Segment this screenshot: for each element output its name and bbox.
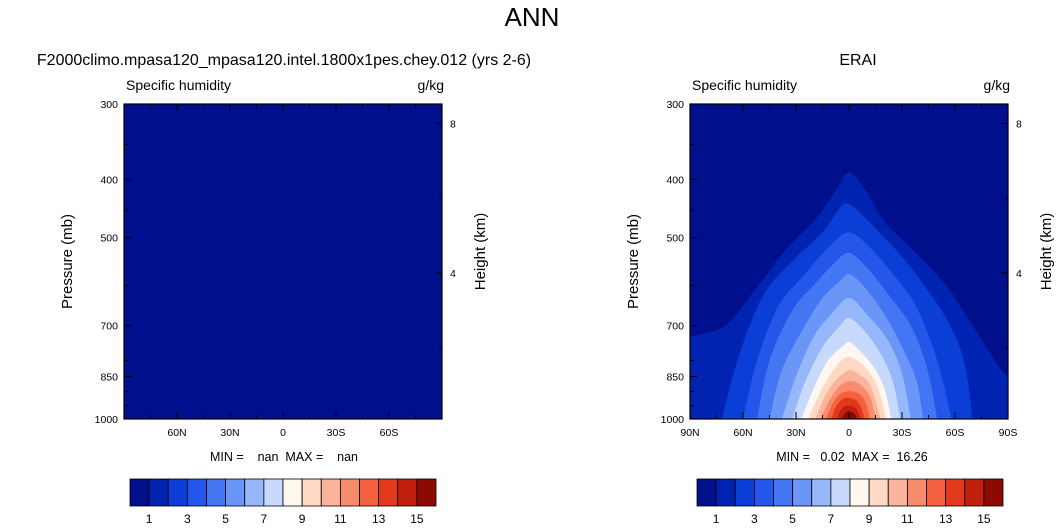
x-tick-label: 60S — [946, 427, 965, 439]
colorbar-box — [887, 478, 908, 507]
y-tick-label: 400 — [666, 174, 684, 186]
colorbar-box — [830, 478, 851, 507]
colorbar-box — [282, 478, 303, 507]
y-tick-label: 700 — [666, 321, 684, 333]
colorbar-box — [263, 478, 284, 507]
colorbar-label: 3 — [184, 512, 191, 526]
x-tick-label: 90S — [999, 427, 1018, 439]
x-tick-label: 30N — [220, 427, 239, 439]
y2-tick-label: 8 — [1016, 118, 1022, 130]
colorbar-label: 7 — [261, 512, 268, 526]
colorbar-label: 1 — [146, 512, 153, 526]
y-tick-label: 500 — [666, 233, 684, 245]
panel-title: ERAI — [839, 52, 876, 69]
y-tick-label: 700 — [100, 321, 118, 333]
x-tick-label: 30S — [327, 427, 346, 439]
colorbar-box — [148, 478, 169, 507]
y-axis-label: Pressure (mb) — [625, 214, 642, 309]
colorbar-box — [849, 478, 870, 507]
colorbar-label: 13 — [372, 512, 386, 526]
colorbar-label: 13 — [939, 512, 953, 526]
colorbar-label: 11 — [901, 512, 914, 526]
y-tick-label: 1000 — [95, 414, 119, 426]
y2-axis-label: Height (km) — [472, 213, 489, 291]
colorbar-box — [906, 478, 927, 507]
colorbar-label: 9 — [866, 512, 873, 526]
colorbar-box — [244, 478, 265, 507]
x-tick-label: 0 — [280, 427, 286, 439]
colorbar-box — [225, 478, 246, 507]
colorbar-box — [983, 478, 1004, 507]
y-tick-label: 850 — [100, 371, 118, 383]
colorbar-box — [339, 478, 360, 507]
x-tick-label: 60N — [167, 427, 186, 439]
y2-tick-label: 4 — [450, 268, 456, 280]
y-tick-label: 850 — [666, 371, 684, 383]
y2-axis-label: Height (km) — [1038, 213, 1055, 291]
y2-tick-label: 4 — [1016, 268, 1022, 280]
left-string: Specific humidity — [126, 77, 231, 93]
colorbar: 1 3 5 7 9 11 13 15 — [696, 478, 1004, 526]
colorbar-label: 11 — [334, 512, 347, 526]
colorbar-box — [301, 478, 322, 507]
y-tick-label: 300 — [666, 99, 684, 111]
colorbar-box — [753, 478, 774, 507]
colorbar-box — [792, 478, 813, 507]
colorbar-box — [416, 478, 437, 507]
panel-obs: 300 400 500 700 850 1000 8 4 90N 60N 30N 0 30S 60S 90S… — [625, 52, 1055, 526]
colorbar-box — [773, 478, 794, 507]
colorbar-box — [926, 478, 947, 507]
x-tick-label: 30S — [893, 427, 912, 439]
min-max-stats: MIN = 0.02 MAX = 16.26 — [776, 450, 928, 464]
y-tick-label: 500 — [100, 233, 118, 245]
colorbar-box — [129, 478, 150, 507]
colorbar-label: 7 — [828, 512, 835, 526]
colorbar-box — [320, 478, 341, 507]
x-tick-label: 60S — [380, 427, 399, 439]
colorbar-box — [359, 478, 380, 507]
y-tick-label: 300 — [100, 99, 118, 111]
colorbar-box — [206, 478, 227, 507]
colorbar-label: 1 — [713, 512, 720, 526]
colorbar-box — [868, 478, 889, 507]
colorbar-box — [945, 478, 966, 507]
y-axis-label: Pressure (mb) — [59, 214, 76, 309]
x-tick-label: 0 — [846, 427, 852, 439]
colorbar-box — [715, 478, 736, 507]
colorbar-box — [186, 478, 207, 507]
panel-model: 300 400 500 700 850 1000 8 4 60N 30N 0 30S 60S F2000c… — [37, 52, 531, 526]
y-tick-label: 1000 — [661, 414, 685, 426]
colorbar-label: 5 — [789, 512, 796, 526]
colorbar-box — [696, 478, 717, 507]
colorbar-label: 3 — [751, 512, 758, 526]
contour-fill-level-0 — [154, 177, 434, 419]
colorbar-box — [964, 478, 985, 507]
colorbar-box — [167, 478, 188, 507]
right-string: g/kg — [418, 77, 444, 93]
colorbar-label: 9 — [299, 512, 306, 526]
min-max-stats: MIN = nan MAX = nan — [210, 450, 358, 464]
colorbar-label: 5 — [222, 512, 229, 526]
panel-title: F2000climo.mpasa120_mpasa120.intel.1800x… — [37, 52, 531, 69]
right-string: g/kg — [984, 77, 1010, 93]
colorbar-box — [378, 478, 399, 507]
y2-tick-label: 8 — [450, 118, 456, 130]
main-title: ANN — [504, 2, 560, 32]
x-tick-label: 30N — [786, 427, 805, 439]
colorbar: 1 3 5 7 9 11 13 15 — [129, 478, 437, 526]
colorbar-label: 15 — [977, 512, 991, 526]
left-string: Specific humidity — [692, 77, 797, 93]
colorbar-box — [734, 478, 755, 507]
contour-fill-level-15 — [841, 411, 858, 419]
colorbar-box — [811, 478, 832, 507]
colorbar-box — [397, 478, 418, 507]
x-tick-label: 90N — [680, 427, 699, 439]
x-tick-label: 60N — [733, 427, 752, 439]
y-tick-label: 400 — [100, 174, 118, 186]
colorbar-label: 15 — [410, 512, 424, 526]
